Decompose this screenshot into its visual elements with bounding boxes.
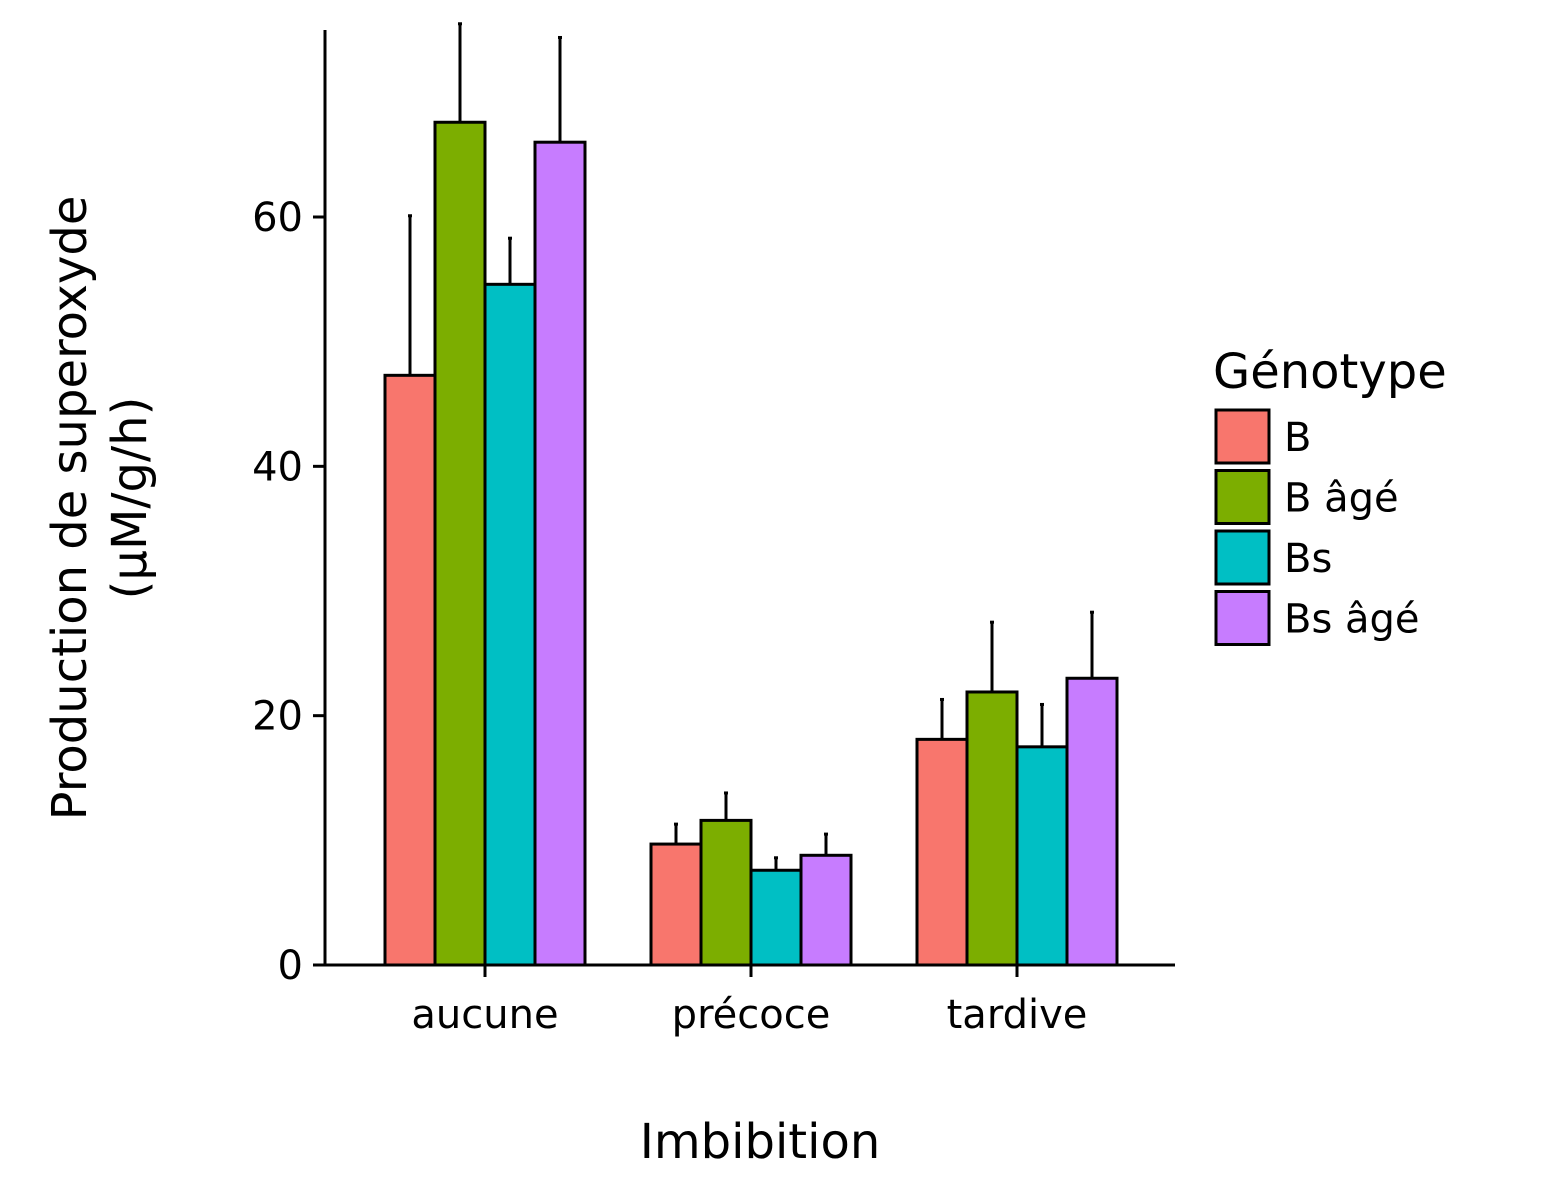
legend: Génotype B B âgé Bs Bs âgé — [1213, 344, 1447, 646]
bar — [383, 373, 437, 967]
bar — [1015, 745, 1069, 967]
x-tick-label: aucune — [411, 992, 558, 1038]
bar — [433, 120, 487, 967]
bar — [533, 140, 587, 967]
bar — [749, 868, 803, 967]
bar — [649, 842, 703, 967]
legend-label: Bs âgé — [1284, 597, 1420, 643]
y-tick-label: 40 — [252, 444, 303, 490]
ticks-layer: 0 20 40 60 aucune précoce tardive — [252, 195, 1087, 1038]
x-axis-title: Imbibition — [640, 1114, 880, 1170]
bar — [1065, 676, 1119, 967]
bar — [699, 818, 753, 967]
bar — [799, 853, 853, 967]
legend-title: Génotype — [1213, 344, 1447, 400]
legend-key — [1214, 408, 1271, 465]
legend-label: B — [1284, 415, 1311, 461]
y-axis-title-line-2: (µM/g/h) — [102, 397, 158, 600]
y-tick-label: 0 — [278, 943, 303, 989]
bar — [915, 737, 969, 967]
legend-items: B B âgé Bs Bs âgé — [1214, 408, 1420, 646]
bar — [965, 690, 1019, 967]
y-axis-title-line-1: Production de superoxyde — [42, 196, 98, 821]
x-tick-label: précoce — [672, 992, 831, 1038]
y-axis-title: Production de superoxyde (µM/g/h) — [42, 196, 158, 821]
legend-key — [1214, 529, 1271, 586]
y-tick-label: 60 — [252, 195, 303, 241]
legend-label: Bs — [1284, 536, 1332, 582]
x-tick-label: tardive — [947, 992, 1088, 1038]
y-tick-label: 20 — [252, 694, 303, 740]
bars-layer — [383, 22, 1119, 967]
bar — [483, 282, 537, 967]
legend-label: B âgé — [1284, 476, 1399, 522]
legend-key — [1214, 590, 1271, 646]
legend-key — [1214, 469, 1271, 525]
